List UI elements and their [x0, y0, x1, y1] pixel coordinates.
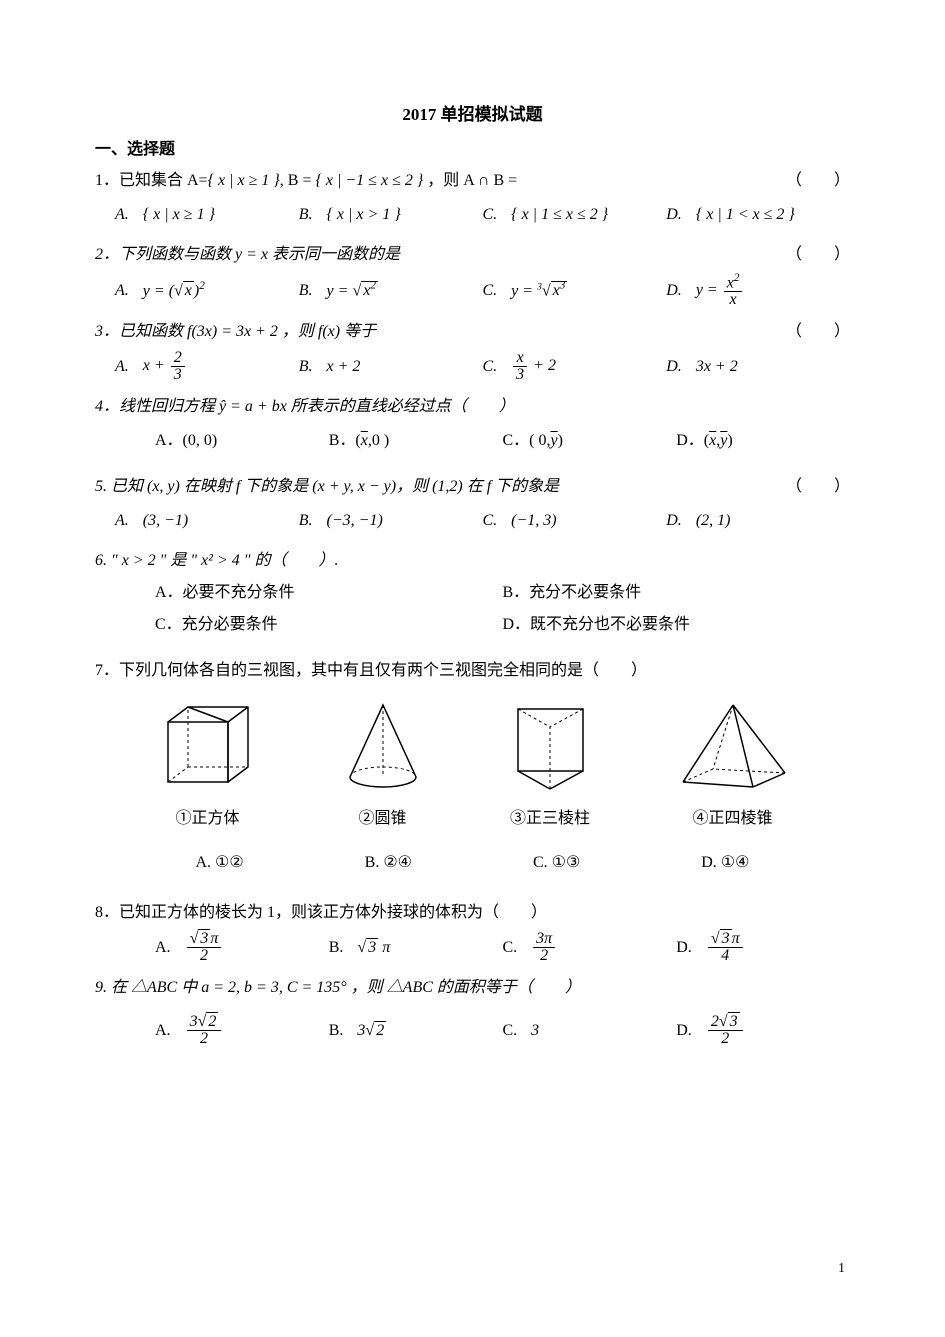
- q1-paren: （ ）: [786, 165, 850, 197]
- q8-opt-b: B.√3 π: [329, 931, 503, 964]
- q5-stem: 5. 已知 (x, y) 在映射 f 下的象是 (x + y, x − y)，则…: [95, 471, 786, 503]
- q8-opt-c: C.3π2: [503, 931, 677, 964]
- q5-opt-b: B.(−3, −1): [299, 505, 483, 537]
- q3-opt-a: A.x + 23: [115, 350, 299, 383]
- section-header: 一、选择题: [95, 135, 850, 159]
- q2-paren: （ ）: [786, 239, 850, 271]
- q5-opt-a: A.(3, −1): [115, 505, 299, 537]
- q4-opt-b: B．( x,0 ): [329, 425, 503, 457]
- question-8: 8．已知正方体的棱长为 1，则该正方体外接球的体积为（ ） A.√3π2 B.√…: [95, 897, 850, 964]
- q2-opt-b: B.y = √x2: [299, 273, 483, 308]
- q9-opt-a: A.3√22: [155, 1014, 329, 1047]
- q6-opt-b: B．充分不必要条件: [503, 577, 851, 609]
- q6-opt-d: D．既不充分也不必要条件: [503, 609, 851, 641]
- question-4: 4．线性回归方程 ŷ = a + bx 所表示的直线必经过点（ ） A．(0, …: [95, 391, 850, 457]
- question-1: 1．已知集合 A={ x | x ≥ 1 }, B = { x | −1 ≤ x…: [95, 165, 850, 231]
- q2-opt-d: D.y = x2x: [666, 273, 850, 308]
- q1-opt-a: A.{ x | x ≥ 1 }: [115, 199, 299, 231]
- q3-stem: 3．已知函数 f(3x) = 3x + 2 ，则 f(x) 等于: [95, 316, 786, 348]
- q7-opt-c: C. ①③: [533, 847, 580, 879]
- q8-opt-a: A.√3π2: [155, 931, 329, 964]
- q2-opt-a: A.y = (√x)2: [115, 273, 299, 308]
- q2-stem: 2．下列函数与函数 y = x 表示同一函数的是: [95, 239, 786, 271]
- q2-opt-c: C.y = 3√x3: [483, 273, 667, 308]
- q8-stem: 8．已知正方体的棱长为 1，则该正方体外接球的体积为（ ）: [95, 897, 850, 929]
- q3-opt-c: C.x3 + 2: [483, 350, 667, 383]
- q4-opt-c: C．( 0,y ): [503, 425, 677, 457]
- q6-opt-a: A．必要不充分条件: [155, 577, 503, 609]
- q9-stem: 9. 在 △ABC 中 a = 2, b = 3, C = 135° ，则 △A…: [95, 972, 850, 1004]
- q1-stem: 1．已知集合 A={ x | x ≥ 1 }, B = { x | −1 ≤ x…: [95, 165, 786, 197]
- question-3: 3．已知函数 f(3x) = 3x + 2 ，则 f(x) 等于 （ ） A.x…: [95, 316, 850, 383]
- q4-opt-a: A．(0, 0): [155, 425, 329, 457]
- q6-stem: 6. " x > 2 " 是 " x² > 4 " 的（ ）.: [95, 545, 850, 577]
- q7-stem: 7．下列几何体各自的三视图，其中有且仅有两个三视图完全相同的是（ ）: [95, 655, 850, 687]
- q7-opt-a: A. ①②: [195, 847, 243, 879]
- page-title: 2017 单招模拟试题: [95, 100, 850, 125]
- question-6: 6. " x > 2 " 是 " x² > 4 " 的（ ）. A．必要不充分条…: [95, 545, 850, 641]
- q7-opt-d: D. ①④: [701, 847, 749, 879]
- q7-shape-cube: ①正方体: [153, 697, 263, 835]
- q5-opt-d: D.(2, 1): [666, 505, 850, 537]
- q3-opt-d: D.3x + 2: [666, 350, 850, 383]
- question-9: 9. 在 △ABC 中 a = 2, b = 3, C = 135° ，则 △A…: [95, 972, 850, 1047]
- q3-paren: （ ）: [786, 316, 850, 348]
- q3-opt-b: B.x + 2: [299, 350, 483, 383]
- q4-stem: 4．线性回归方程 ŷ = a + bx 所表示的直线必经过点（ ）: [95, 391, 850, 423]
- q9-opt-b: B.3√2: [329, 1014, 503, 1047]
- q5-opt-c: C.(−1, 3): [483, 505, 667, 537]
- q7-opt-b: B. ②④: [365, 847, 412, 879]
- question-5: 5. 已知 (x, y) 在映射 f 下的象是 (x + y, x − y)，则…: [95, 471, 850, 537]
- q8-opt-d: D.√3π4: [676, 931, 850, 964]
- q7-shape-pyramid: ④正四棱锥: [673, 697, 793, 835]
- q9-opt-d: D.2√32: [676, 1014, 850, 1047]
- page-number: 1: [838, 1261, 845, 1277]
- question-2: 2．下列函数与函数 y = x 表示同一函数的是 （ ） A.y = (√x)2…: [95, 239, 850, 308]
- q6-opt-c: C．充分必要条件: [155, 609, 503, 641]
- q4-opt-d: D．( x,y ): [676, 425, 850, 457]
- q7-shape-cone: ②圆锥: [338, 697, 428, 835]
- q7-shape-prism: ③正三棱柱: [503, 697, 598, 835]
- question-7: 7．下列几何体各自的三视图，其中有且仅有两个三视图完全相同的是（ ） ①正方体 …: [95, 655, 850, 879]
- q1-opt-b: B.{ x | x > 1 }: [299, 199, 483, 231]
- q5-paren: （ ）: [786, 471, 850, 503]
- q1-opt-c: C.{ x | 1 ≤ x ≤ 2 }: [483, 199, 667, 231]
- q9-opt-c: C.3: [503, 1014, 677, 1047]
- q1-opt-d: D.{ x | 1 < x ≤ 2 }: [666, 199, 850, 231]
